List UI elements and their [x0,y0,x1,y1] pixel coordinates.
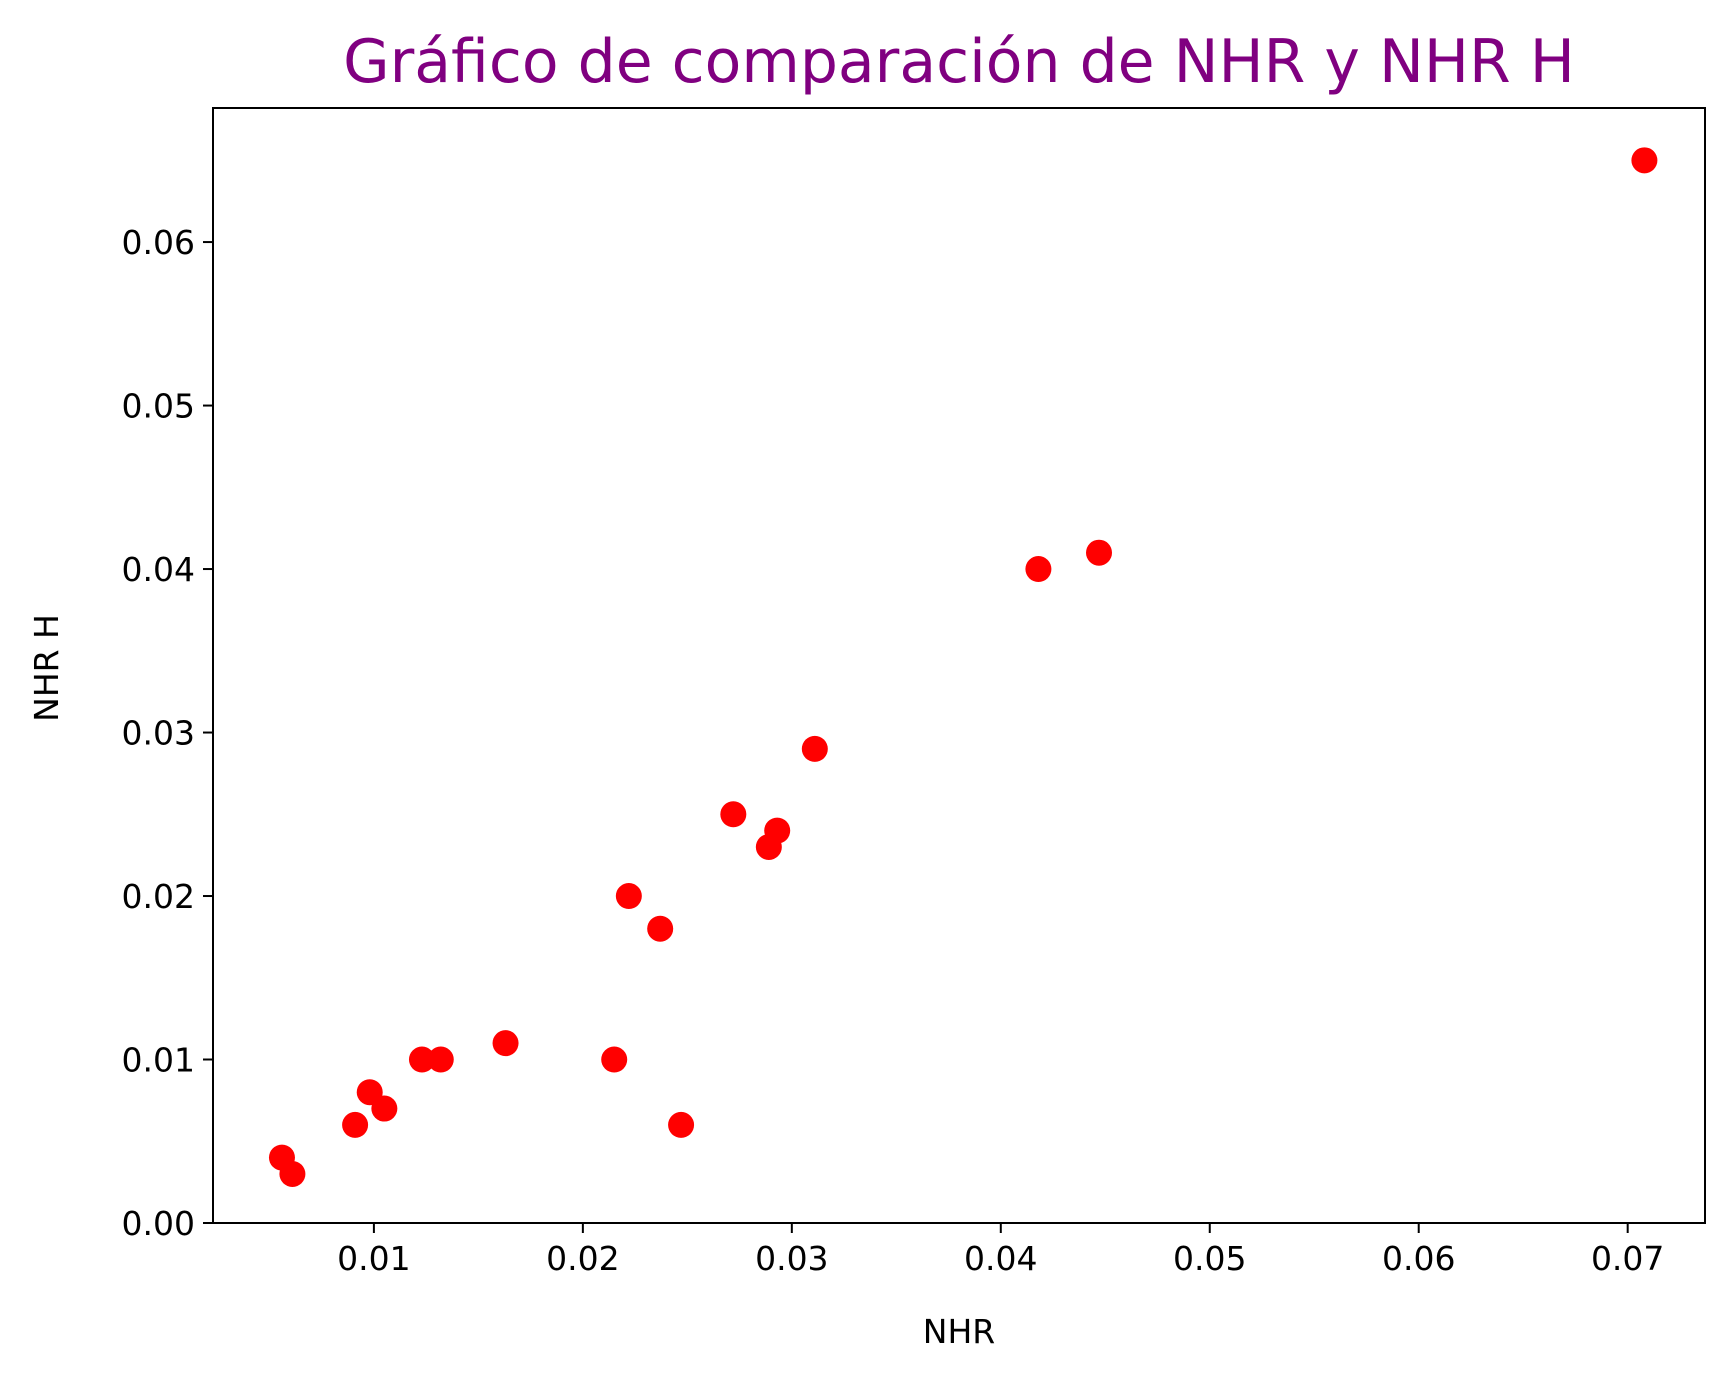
data-point [342,1111,369,1138]
x-tick-label: 0.07 [1591,1239,1664,1278]
y-tick-label: 0.03 [122,714,195,753]
data-point [601,1046,628,1073]
y-axis-label: NHR H [27,614,66,722]
data-point [492,1030,519,1057]
x-axis-label: NHR [923,1312,995,1351]
data-point [1086,539,1113,566]
data-point [720,801,747,828]
y-tick-label: 0.02 [122,877,195,916]
x-tick-label: 0.02 [546,1239,619,1278]
y-tick-label: 0.04 [122,550,195,589]
data-point [615,883,642,910]
data-point [279,1160,306,1187]
data-point [408,1046,435,1073]
y-tick-label: 0.05 [122,387,195,426]
data-point [427,1046,454,1073]
y-tick-label: 0.06 [122,223,195,262]
data-point [1025,556,1052,583]
x-tick-label: 0.03 [755,1239,828,1278]
plot-area: 0.01 0.02 0.03 0.04 0.05 0.06 0.07 0.00 0.01 0.02… [122,107,1706,1278]
chart-title: Gráfico de comparación de NHR y NHR H [343,27,1575,97]
data-point [647,915,674,942]
y-tick-label: 0.01 [122,1041,195,1080]
x-tick-label: 0.04 [964,1239,1037,1278]
axes-frame [212,107,1706,1224]
x-tick-label: 0.06 [1382,1239,1455,1278]
data-point [371,1095,398,1122]
data-point [1631,147,1658,174]
data-point [668,1111,695,1138]
y-tick-label: 0.00 [122,1204,195,1243]
data-point [764,817,791,844]
data-point [801,735,828,762]
x-tick-label: 0.01 [337,1239,410,1278]
x-tick-label: 0.05 [1173,1239,1246,1278]
